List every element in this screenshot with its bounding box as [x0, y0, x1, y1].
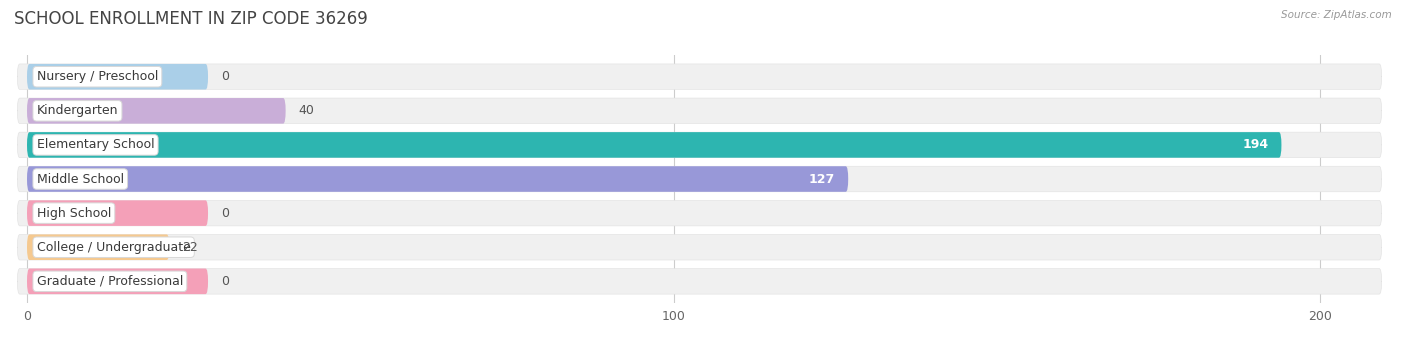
- Text: Middle School: Middle School: [37, 173, 124, 186]
- Text: College / Undergraduate: College / Undergraduate: [37, 241, 191, 254]
- Text: 0: 0: [221, 207, 229, 220]
- FancyBboxPatch shape: [27, 166, 848, 192]
- Text: 0: 0: [221, 275, 229, 288]
- Text: Kindergarten: Kindergarten: [37, 104, 118, 117]
- FancyBboxPatch shape: [27, 64, 208, 89]
- FancyBboxPatch shape: [17, 132, 1382, 158]
- Text: Source: ZipAtlas.com: Source: ZipAtlas.com: [1281, 10, 1392, 20]
- Text: Elementary School: Elementary School: [37, 138, 155, 151]
- Text: 40: 40: [298, 104, 315, 117]
- FancyBboxPatch shape: [27, 235, 169, 260]
- FancyBboxPatch shape: [17, 166, 1382, 192]
- Text: 22: 22: [183, 241, 198, 254]
- Text: Graduate / Professional: Graduate / Professional: [37, 275, 183, 288]
- Text: 194: 194: [1243, 138, 1268, 151]
- FancyBboxPatch shape: [17, 235, 1382, 260]
- FancyBboxPatch shape: [17, 269, 1382, 294]
- FancyBboxPatch shape: [27, 132, 1281, 158]
- Text: 127: 127: [808, 173, 835, 186]
- FancyBboxPatch shape: [17, 98, 1382, 124]
- FancyBboxPatch shape: [27, 269, 208, 294]
- Text: Nursery / Preschool: Nursery / Preschool: [37, 70, 157, 83]
- FancyBboxPatch shape: [27, 98, 285, 124]
- Text: SCHOOL ENROLLMENT IN ZIP CODE 36269: SCHOOL ENROLLMENT IN ZIP CODE 36269: [14, 10, 368, 28]
- Text: 0: 0: [221, 70, 229, 83]
- Text: High School: High School: [37, 207, 111, 220]
- FancyBboxPatch shape: [27, 201, 208, 226]
- FancyBboxPatch shape: [17, 201, 1382, 226]
- FancyBboxPatch shape: [17, 64, 1382, 89]
